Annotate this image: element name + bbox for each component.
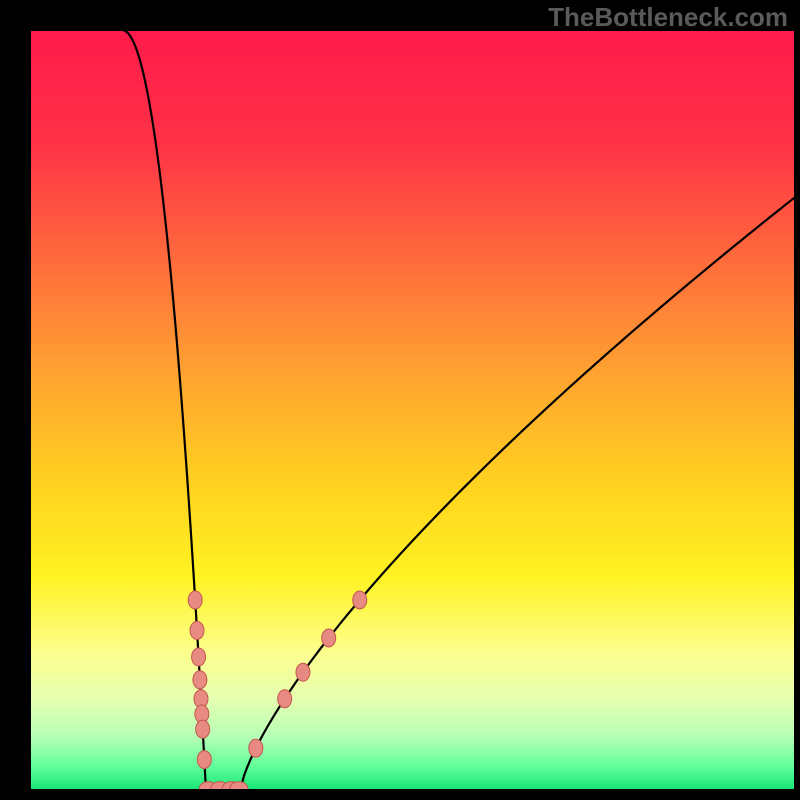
data-marker — [278, 690, 292, 708]
data-marker — [196, 720, 210, 738]
data-marker — [249, 739, 263, 757]
data-marker — [192, 648, 206, 666]
data-marker — [190, 621, 204, 639]
data-marker — [197, 751, 211, 769]
watermark-text: TheBottleneck.com — [548, 2, 788, 33]
data-marker — [188, 591, 202, 609]
data-marker — [322, 629, 336, 647]
data-marker — [296, 663, 310, 681]
data-marker — [193, 671, 207, 689]
bottleneck-chart — [0, 0, 800, 800]
data-marker — [353, 591, 367, 609]
